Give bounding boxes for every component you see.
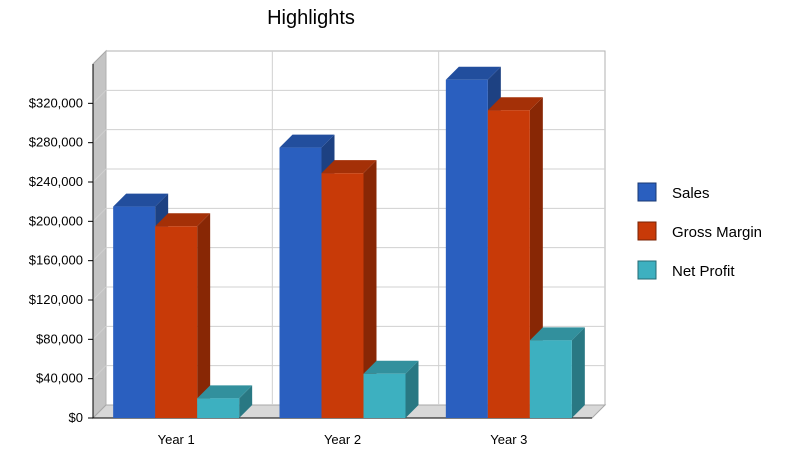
gridline-side xyxy=(92,129,107,144)
bar-top xyxy=(113,193,169,207)
bar-top xyxy=(279,134,335,148)
legend-label: Sales xyxy=(672,185,710,202)
bar-front xyxy=(445,79,488,418)
gridline-side xyxy=(92,365,107,380)
y-tick-label: $80,000 xyxy=(36,331,83,346)
legend-item-net-profit: Net Profit xyxy=(637,260,735,280)
chart-title: Highlights xyxy=(267,7,355,29)
x-tick-label: Year 3 xyxy=(490,432,527,447)
bar-net-profit-year-1 xyxy=(197,385,253,418)
y-tick-label: $0 xyxy=(69,410,83,425)
bar-top xyxy=(445,66,501,80)
bar-top xyxy=(529,327,585,341)
bar-front xyxy=(113,206,156,418)
legend-swatch xyxy=(637,182,657,202)
bar-front xyxy=(279,147,322,419)
bar-side xyxy=(239,385,253,418)
bar-front xyxy=(321,173,364,418)
bar-front xyxy=(363,373,406,418)
legend-swatch xyxy=(637,221,657,241)
bar-net-profit-year-2 xyxy=(363,360,419,418)
y-tick-label: $240,000 xyxy=(29,174,83,189)
bar-net-profit-year-3 xyxy=(529,327,585,418)
y-tick-label: $160,000 xyxy=(29,253,83,268)
legend-label: Net Profit xyxy=(672,263,735,280)
bar-top xyxy=(155,213,211,227)
bar-top xyxy=(197,385,253,399)
gridline-side xyxy=(92,168,107,183)
bar-top xyxy=(321,160,377,174)
y-tick-label: $200,000 xyxy=(29,213,83,228)
bar-side xyxy=(405,360,419,418)
x-tick-label: Year 1 xyxy=(158,432,195,447)
y-tick-label: $320,000 xyxy=(29,95,83,110)
gridline-side xyxy=(92,325,107,340)
legend-item-gross-margin: Gross Margin xyxy=(637,221,762,241)
gridline-side xyxy=(92,286,107,301)
bar-gross-margin-year-2 xyxy=(321,160,377,418)
y-tick-label: $40,000 xyxy=(36,371,83,386)
bar-side xyxy=(571,327,585,418)
legend-item-sales: Sales xyxy=(637,182,710,202)
plot-area: $0 $40,000 $80,000 $120,000 $160,000 $200,000… xyxy=(29,49,607,447)
bar-front xyxy=(155,226,198,418)
y-tick-label: $280,000 xyxy=(29,135,83,150)
gridline-side xyxy=(92,89,107,104)
legend: Sales Gross Margin Net Profit xyxy=(637,182,762,280)
gridline-side xyxy=(92,247,107,262)
y-tick-label: $120,000 xyxy=(29,292,83,307)
gridline-side xyxy=(92,207,107,222)
bar-top xyxy=(363,360,419,374)
bar-front xyxy=(529,340,572,418)
side-wall xyxy=(92,49,107,420)
bar-top xyxy=(487,97,543,111)
x-tick-label: Year 2 xyxy=(324,432,361,447)
bar-front xyxy=(487,110,530,418)
legend-label: Gross Margin xyxy=(672,224,762,241)
bar-front xyxy=(197,398,240,418)
bar-side xyxy=(363,160,377,418)
bar-side xyxy=(197,213,211,418)
legend-swatch xyxy=(637,260,657,280)
bar-gross-margin-year-1 xyxy=(155,213,211,418)
